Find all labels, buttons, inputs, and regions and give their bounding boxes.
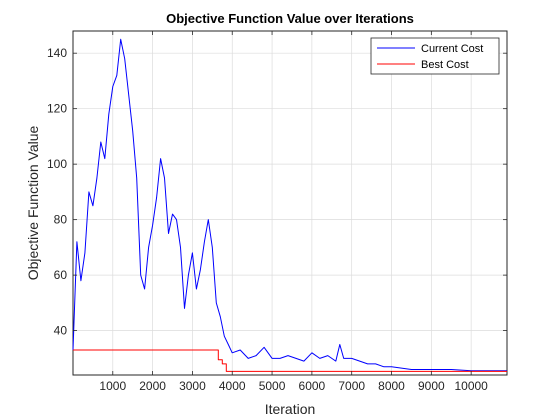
x-tick-label: 5000 — [259, 379, 286, 393]
x-tick-label: 7000 — [338, 379, 365, 393]
y-tick-label: 80 — [54, 213, 68, 227]
x-tick-label: 1000 — [99, 379, 126, 393]
y-tick-label: 120 — [47, 102, 67, 116]
x-axis-label: Iteration — [265, 401, 316, 417]
y-axis-label: Objective Function Value — [25, 125, 41, 280]
y-tick-label: 60 — [54, 268, 68, 282]
series-line-best-cost — [73, 349, 507, 372]
plot-area — [72, 30, 508, 376]
y-tick-label: 40 — [54, 324, 68, 338]
x-tick-label: 2000 — [139, 379, 166, 393]
x-tick-label: 6000 — [299, 379, 326, 393]
series-group — [72, 38, 507, 372]
y-tick-label: 100 — [47, 157, 67, 171]
legend-label-current-cost: Current Cost — [421, 43, 483, 55]
legend-box — [370, 37, 500, 75]
chart-title: Objective Function Value over Iterations — [166, 11, 414, 26]
legend-label-best-cost: Best Cost — [421, 59, 469, 71]
x-tick-label: 8000 — [378, 379, 405, 393]
legend: Current Cost Best Cost — [370, 37, 500, 75]
axis-ticks: 1000 2000 3000 4000 5000 6000 7000 8000 9000 1000… — [47, 31, 507, 393]
series-line-current-cost — [72, 38, 507, 372]
y-tick-label: 140 — [47, 46, 67, 60]
grid-lines — [73, 31, 507, 375]
x-tick-label: 10000 — [454, 379, 488, 393]
x-tick-label: 4000 — [219, 379, 246, 393]
x-tick-label: 3000 — [179, 379, 206, 393]
x-tick-label: 9000 — [418, 379, 445, 393]
